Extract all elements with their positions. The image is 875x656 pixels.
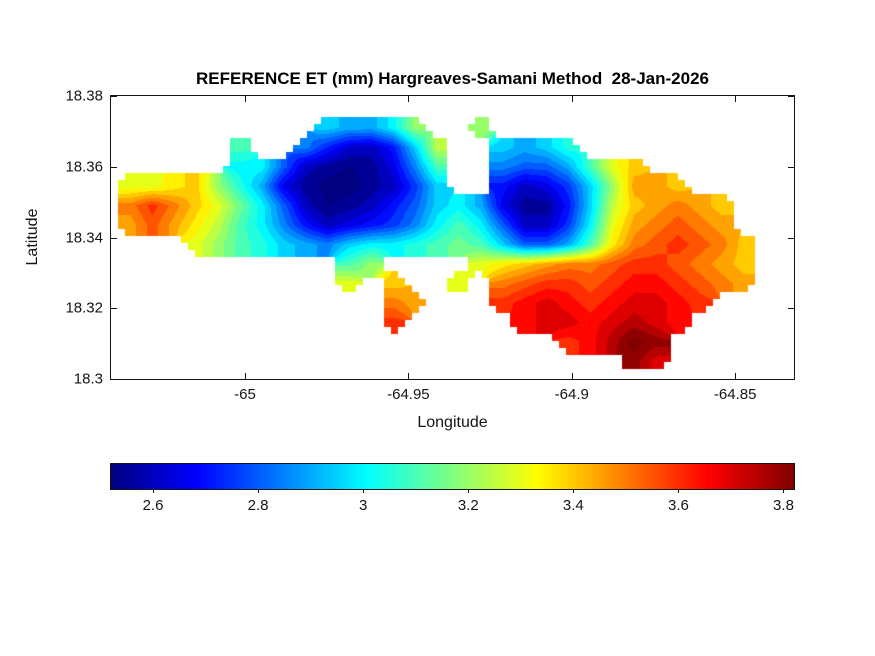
colorbar-tick-label: 3.4 (562, 497, 584, 514)
x-axis-label: Longitude (417, 414, 488, 431)
x-tick-mark (735, 96, 737, 102)
y-tick-label: 18.3 (73, 370, 103, 388)
colorbar-tick-label: 2.8 (247, 497, 269, 514)
colorbar-tick-mark (153, 489, 155, 493)
x-tick-mark (571, 373, 573, 379)
colorbar-tick-mark (258, 489, 260, 493)
y-tick-mark (788, 96, 794, 97)
colorbar-tick-label: 3.8 (773, 497, 794, 514)
y-tick-label: 18.34 (65, 229, 103, 246)
y-tick-label: 18.36 (65, 158, 103, 176)
y-tick-label: 18.38 (65, 87, 103, 105)
x-tick-mark (571, 96, 573, 102)
colorbar-tick-mark (363, 489, 365, 493)
x-tick-label: -64.95 (387, 386, 430, 403)
colorbar-tick-label: 2.6 (142, 497, 164, 514)
heatmap-canvas (111, 96, 794, 379)
colorbar-tick-mark (468, 489, 470, 493)
colorbar-tick-mark (783, 489, 785, 493)
x-tick-mark (735, 373, 737, 379)
x-tick-label: -64.85 (713, 386, 757, 403)
colorbar-tick-label: 3 (359, 497, 368, 514)
colorbar-tick-label: 3.2 (457, 497, 479, 514)
colorbar-tick-mark (573, 489, 575, 493)
y-axis-label: Latitude (24, 208, 41, 266)
y-tick-label: 18.32 (65, 299, 103, 317)
x-tick-mark (244, 373, 246, 379)
y-tick-mark (111, 237, 117, 239)
colorbar: 2.6 2.8 3 3.2 3.4 3.6 3.8 (110, 463, 795, 514)
x-tick-label: -65 (234, 386, 256, 403)
y-tick-mark (788, 166, 794, 168)
chart-title: REFERENCE ET (mm) Hargreaves-Samani Meth… (196, 69, 709, 88)
y-tick-mark (788, 308, 794, 310)
x-tick-mark (408, 373, 410, 379)
y-tick-mark (788, 379, 794, 380)
colorbar-tick-mark (678, 489, 680, 493)
plot-area: -65 -64.95 -64.9 -64.85 18.38 18.36 18.34 18.32… (65, 88, 795, 403)
x-tick-mark (408, 96, 410, 102)
x-tick-label: -64.9 (554, 386, 589, 403)
colorbar-gradient (111, 464, 794, 489)
y-tick-mark (111, 379, 117, 380)
x-tick-mark (244, 96, 246, 102)
y-tick-mark (111, 166, 117, 168)
colorbar-tick-label: 3.6 (667, 497, 689, 514)
y-tick-mark (788, 237, 794, 239)
y-tick-mark (111, 96, 117, 97)
y-tick-mark (111, 308, 117, 310)
